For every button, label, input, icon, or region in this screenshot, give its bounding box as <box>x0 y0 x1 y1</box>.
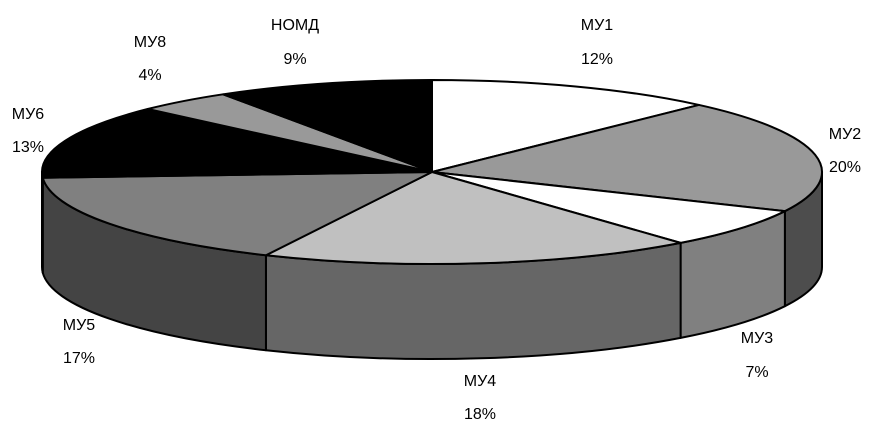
pie-slice-5 <box>41 171 433 257</box>
slice-value-nomd: 9% <box>283 51 306 68</box>
pie-side-6 <box>41 171 44 274</box>
pie-slice-3 <box>431 171 786 244</box>
pie-label-layer: МУ1 12% МУ2 20% МУ3 7% МУ4 18% МУ5 17% М… <box>12 17 861 421</box>
slice-value-mu4: 18% <box>464 406 496 421</box>
pie-slice-4 <box>264 171 682 265</box>
slice-value-mu1: 12% <box>581 51 613 68</box>
pie-slice-1 <box>431 79 700 173</box>
slice-value-mu3: 7% <box>745 364 768 381</box>
pie-slice-6 <box>41 108 433 179</box>
slice-label-mu6: МУ6 <box>12 106 44 123</box>
slice-label-mu3: МУ3 <box>741 330 773 347</box>
slice-value-mu8: 4% <box>138 67 161 84</box>
slice-label-nomd: НОМД <box>271 17 319 34</box>
slice-value-mu6: 13% <box>12 139 44 156</box>
slice-label-mu4: МУ4 <box>464 373 496 390</box>
slice-label-mu1: МУ1 <box>581 17 613 34</box>
pie-slice-8 <box>222 79 433 173</box>
slice-label-mu5: МУ5 <box>63 317 95 334</box>
slice-value-mu5: 17% <box>63 350 95 367</box>
slice-label-mu2: МУ2 <box>829 126 861 143</box>
pie-top-layer <box>41 79 823 265</box>
slice-value-mu2: 20% <box>829 159 861 176</box>
slice-label-mu8: МУ8 <box>134 34 166 51</box>
pie-slice-2 <box>431 103 823 213</box>
pie-side-layer <box>41 171 823 360</box>
